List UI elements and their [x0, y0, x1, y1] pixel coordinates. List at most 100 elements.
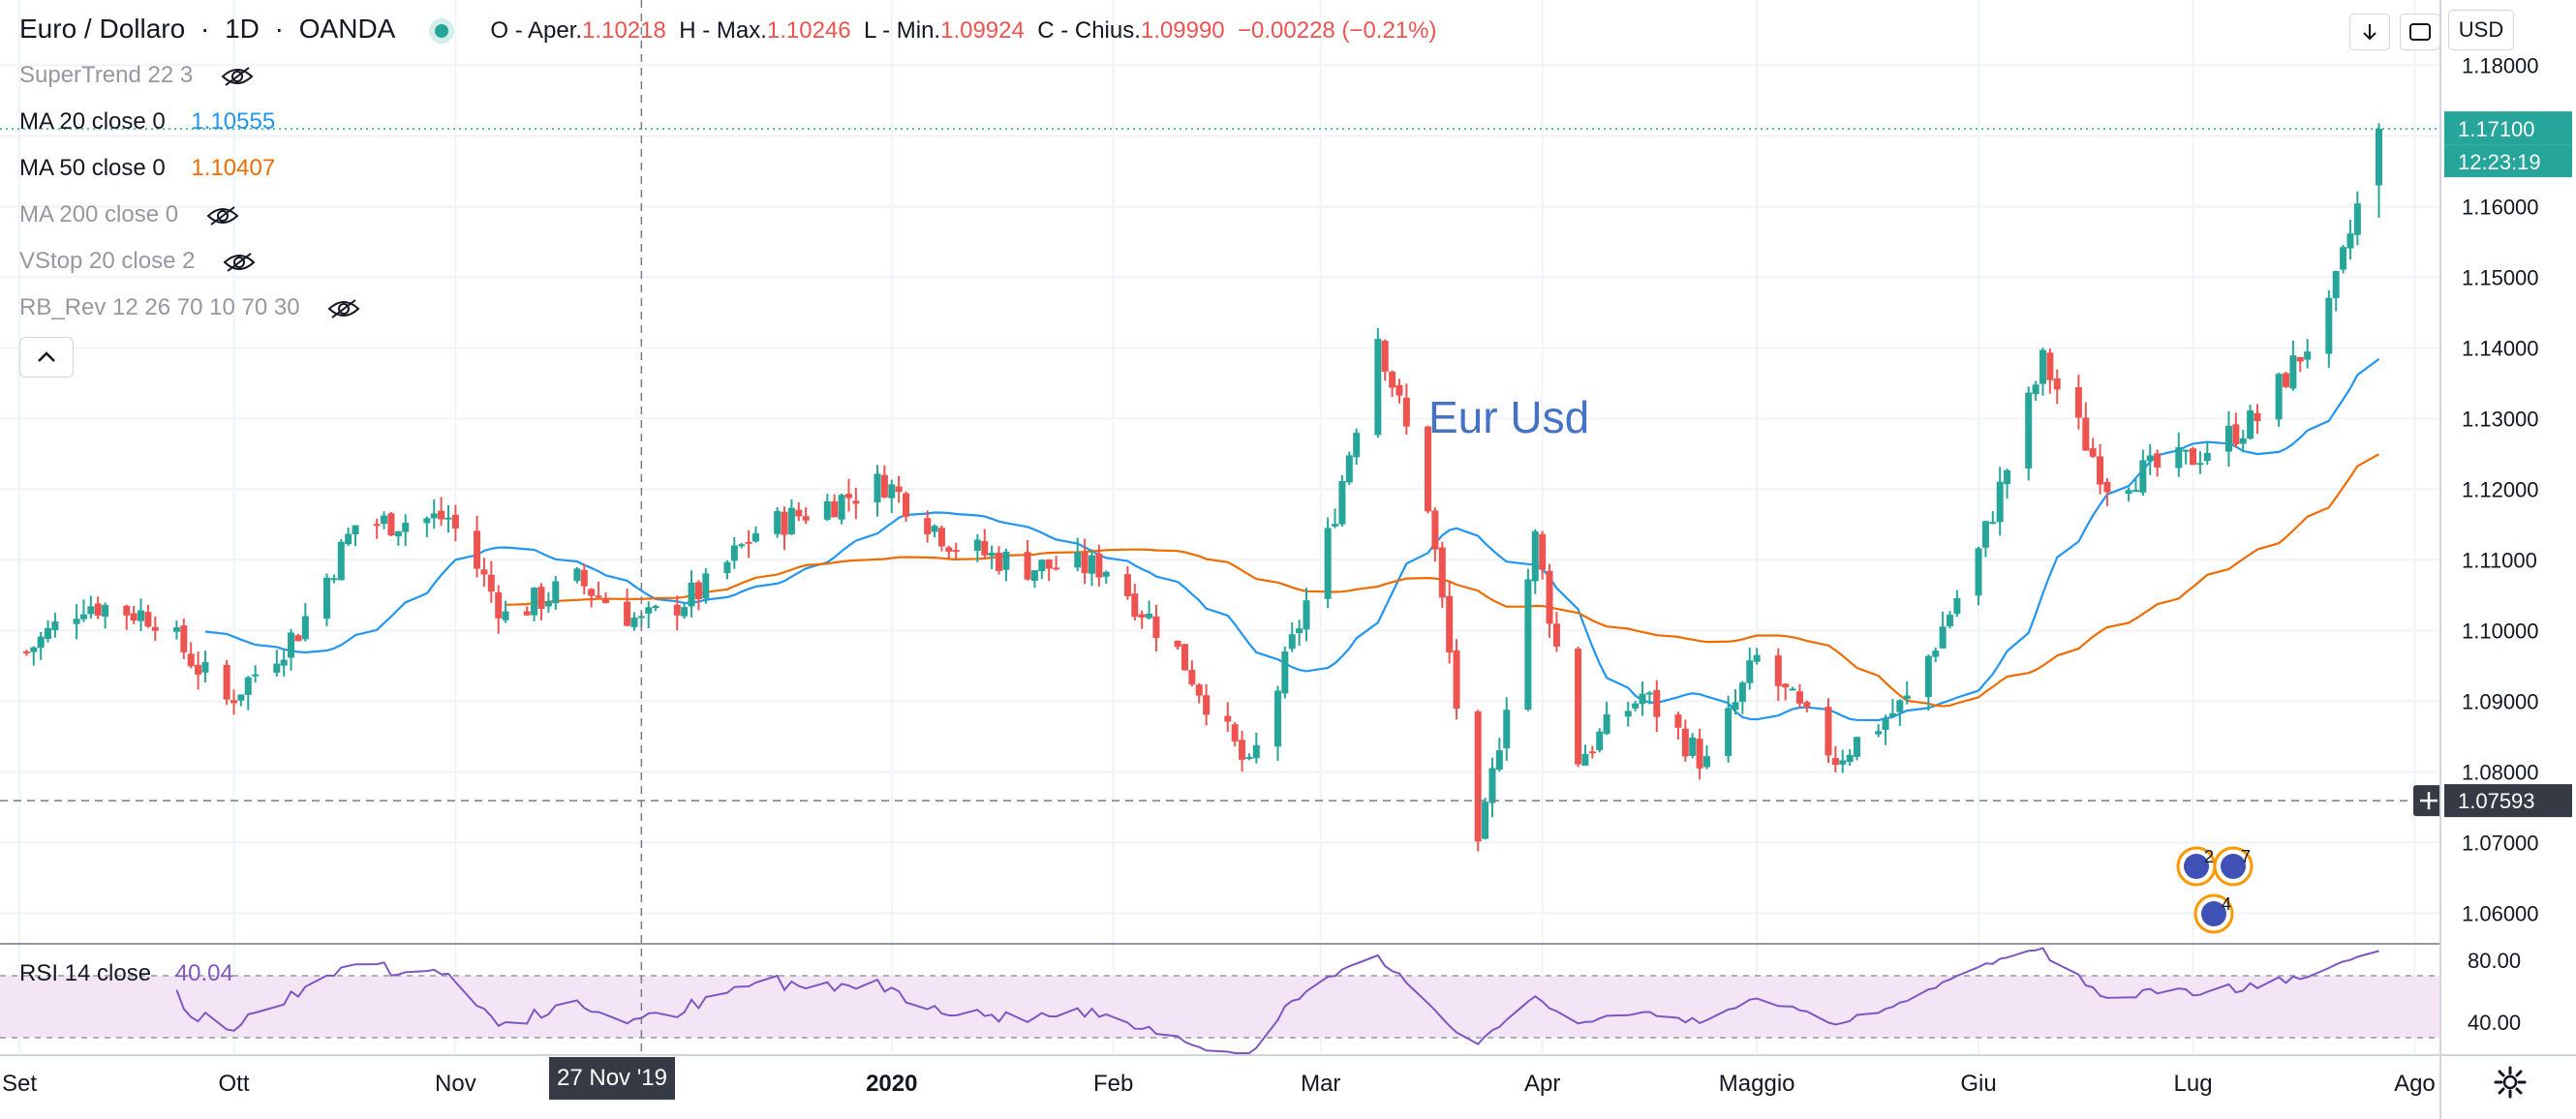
- candle-body: [1324, 528, 1332, 599]
- candle-body: [223, 664, 230, 700]
- candle-body: [402, 522, 410, 532]
- candle-body: [730, 545, 738, 561]
- fullscreen-button[interactable]: [2400, 14, 2440, 50]
- price-axis-bg: [2440, 0, 2576, 1119]
- indicator-vstop[interactable]: VStop 20 close 2: [19, 248, 256, 275]
- candle-body: [1896, 700, 1904, 712]
- candle-body: [1024, 552, 1031, 580]
- candle-body: [2025, 392, 2033, 469]
- candle-body: [795, 509, 803, 517]
- price-tick-label: 1.13000: [2462, 407, 2539, 431]
- scroll-down-button[interactable]: [2349, 14, 2390, 50]
- candle-body: [981, 540, 989, 556]
- indicator-ma200[interactable]: MA 200 close 0: [19, 201, 239, 228]
- candle-body: [1131, 593, 1139, 618]
- symbol-interval[interactable]: 1D: [225, 14, 260, 44]
- candle-body: [1639, 693, 1646, 705]
- candle-body: [2182, 449, 2190, 452]
- candle-body: [1854, 737, 1861, 757]
- countdown-label: 12:23:19: [2458, 150, 2541, 174]
- candle-body: [37, 636, 45, 649]
- candle-body: [1531, 530, 1539, 582]
- close-label: C - Chius.: [1037, 17, 1141, 44]
- candle-body: [1332, 524, 1339, 527]
- candle-body: [195, 664, 202, 675]
- candle-body: [1181, 644, 1188, 671]
- candle-body: [2053, 378, 2061, 390]
- rsi-label: RSI 14 close: [19, 960, 152, 986]
- rsi-legend[interactable]: RSI 14 close 40.04: [19, 960, 233, 987]
- candle-body: [1596, 731, 1604, 750]
- indicator-rbrev[interactable]: RB_Rev 12 26 70 10 70 30: [19, 294, 360, 321]
- candle-body: [394, 530, 402, 537]
- candle-body: [2139, 460, 2147, 493]
- price-tick-label: 1.09000: [2462, 689, 2539, 713]
- indicator-label: MA 20 close 0: [19, 108, 166, 135]
- candle-body: [180, 625, 188, 652]
- candle-body: [373, 524, 381, 527]
- candle-body: [79, 614, 87, 620]
- candle-body: [2325, 297, 2333, 354]
- candle-body: [123, 605, 131, 616]
- candle-body: [1389, 371, 1396, 388]
- ma50-value: 1.10407: [191, 155, 276, 181]
- indicator-ma20[interactable]: MA 20 close 0 1.10555: [19, 108, 275, 136]
- candle-body: [681, 607, 689, 617]
- candle-body: [1123, 574, 1131, 596]
- candle-body: [1381, 341, 1389, 372]
- candle-body: [102, 605, 109, 617]
- candle-body: [924, 518, 932, 535]
- hidden-eye-icon[interactable]: [206, 205, 239, 227]
- candle-body: [1947, 615, 1953, 627]
- hidden-eye-icon[interactable]: [221, 66, 254, 87]
- gear-icon[interactable]: [2493, 1065, 2528, 1100]
- price-tick-label: 1.14000: [2462, 336, 2539, 360]
- candle-body: [2296, 356, 2304, 362]
- candle-body: [2082, 417, 2090, 451]
- candle-body: [1738, 682, 1746, 703]
- candle-body: [138, 610, 145, 621]
- candle-body: [2353, 203, 2361, 235]
- candle-body: [1782, 683, 1790, 688]
- candle-body: [895, 486, 903, 493]
- symbol-name[interactable]: Euro / Dollaro: [19, 14, 186, 44]
- candle-body: [831, 501, 839, 518]
- candle-body: [237, 694, 245, 701]
- candle-body: [1932, 650, 1940, 657]
- candle-body: [1188, 670, 1196, 685]
- candle-body: [1303, 600, 1310, 630]
- indicator-ma50[interactable]: MA 50 close 0 1.10407: [19, 155, 275, 182]
- candle-body: [1732, 702, 1739, 711]
- hidden-eye-icon[interactable]: [223, 252, 256, 273]
- rsi-tick-label: 80.00: [2468, 949, 2521, 973]
- candle-body: [601, 597, 609, 603]
- candle-body: [988, 552, 996, 557]
- indicator-label: SuperTrend 22 3: [19, 62, 194, 88]
- candle-body: [781, 511, 788, 535]
- collapse-legend-button[interactable]: [19, 337, 74, 378]
- chevron-up-icon: [38, 351, 55, 362]
- hidden-eye-icon[interactable]: [327, 298, 360, 319]
- candle-body: [903, 493, 910, 517]
- candle-body: [201, 662, 209, 673]
- candle-body: [2039, 349, 2046, 384]
- candle-body: [844, 494, 852, 499]
- candle-body: [445, 517, 452, 520]
- candle-body: [2032, 384, 2039, 395]
- candle-body: [552, 581, 560, 604]
- symbol-header: Euro / Dollaro · 1D · OANDA O - Aper.1.1…: [19, 14, 1437, 45]
- ma20-value: 1.10555: [191, 108, 276, 135]
- price-tick-label: 1.15000: [2462, 265, 2539, 289]
- time-tick-label: Apr: [1524, 1071, 1560, 1097]
- candle-body: [87, 606, 95, 615]
- candle-body: [22, 650, 30, 653]
- indicator-supertrend[interactable]: SuperTrend 22 3: [19, 62, 254, 89]
- candle-body: [2154, 453, 2162, 468]
- currency-button[interactable]: USD: [2448, 10, 2514, 50]
- crosshair-plus-icon: [2413, 785, 2444, 817]
- candle-body: [1774, 655, 1782, 686]
- rsi-tick-label: 40.00: [2468, 1011, 2521, 1035]
- maximize-icon: [2409, 23, 2431, 41]
- candle-body: [294, 635, 302, 642]
